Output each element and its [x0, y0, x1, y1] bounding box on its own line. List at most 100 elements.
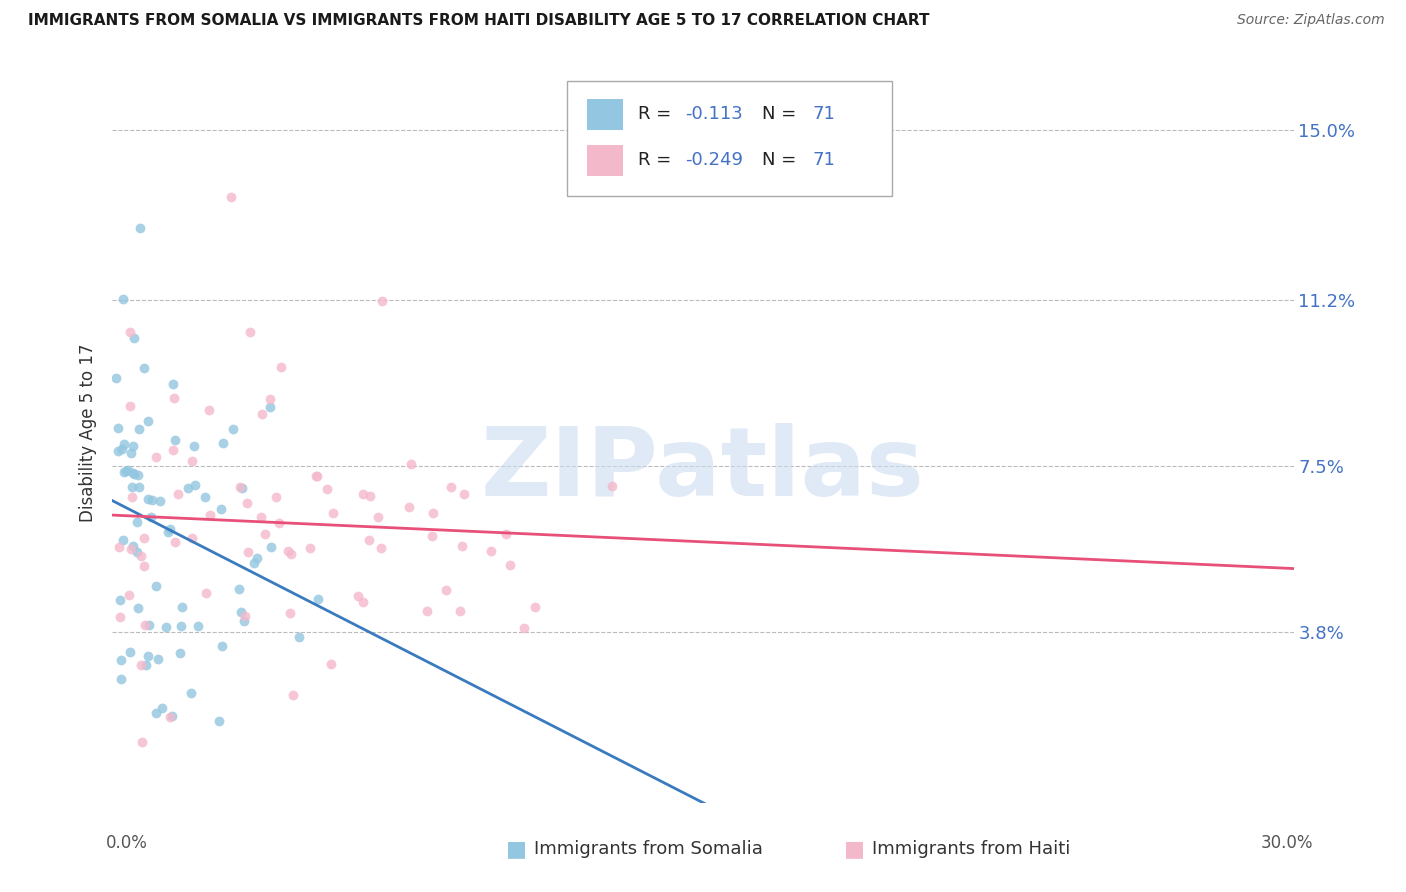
Point [238, 545, 260, 559]
Text: -0.113: -0.113 [685, 105, 742, 123]
Point [114, 437, 136, 451]
Point [233, 609, 256, 624]
Point [277, 544, 299, 558]
Point [165, 433, 187, 447]
Text: R =: R = [638, 151, 678, 169]
Point [250, 509, 273, 524]
Point [105, 371, 128, 385]
Point [117, 463, 139, 477]
Text: N =: N = [762, 151, 801, 169]
Point [145, 706, 167, 721]
Text: ■: ■ [506, 839, 527, 859]
Point [399, 457, 422, 471]
Point [352, 487, 374, 501]
Point [111, 442, 134, 456]
Point [278, 607, 301, 621]
Point [121, 490, 143, 504]
Point [127, 515, 149, 529]
Point [177, 481, 200, 495]
Point [281, 688, 304, 702]
Point [132, 360, 155, 375]
FancyBboxPatch shape [588, 145, 623, 176]
Point [120, 541, 142, 556]
Point [138, 618, 160, 632]
Point [194, 490, 217, 504]
Point [180, 686, 202, 700]
Point [163, 391, 186, 405]
Point [322, 506, 344, 520]
Text: 30.0%: 30.0% [1260, 834, 1313, 852]
Point [212, 436, 235, 450]
Point [499, 558, 522, 573]
Point [416, 604, 439, 618]
Text: ZIPatlas: ZIPatlas [481, 423, 925, 516]
Point [187, 618, 209, 632]
Point [259, 400, 281, 414]
Point [197, 403, 219, 417]
Point [183, 439, 205, 453]
Point [131, 734, 153, 748]
Point [110, 653, 132, 667]
Point [228, 582, 250, 597]
Point [298, 541, 321, 555]
Point [125, 544, 148, 558]
Point [146, 652, 169, 666]
Point [132, 531, 155, 545]
Point [512, 621, 534, 635]
Point [110, 673, 132, 687]
Point [246, 550, 269, 565]
Point [167, 487, 190, 501]
Point [321, 657, 343, 672]
Point [159, 522, 181, 536]
Text: N =: N = [762, 105, 801, 123]
Point [398, 500, 420, 514]
Point [307, 591, 329, 606]
Point [111, 533, 134, 547]
Point [108, 540, 131, 554]
Point [495, 527, 517, 541]
Point [371, 294, 394, 309]
Point [479, 543, 502, 558]
Point [231, 481, 253, 495]
Point [440, 480, 463, 494]
Point [155, 619, 177, 633]
Point [367, 509, 389, 524]
Point [359, 489, 381, 503]
Point [162, 377, 184, 392]
Point [434, 583, 457, 598]
Point [181, 532, 204, 546]
Point [449, 603, 471, 617]
Point [239, 325, 262, 339]
Point [157, 525, 180, 540]
Point [121, 480, 143, 494]
Point [114, 465, 136, 479]
Point [451, 539, 474, 553]
Point [269, 516, 291, 530]
Point [118, 645, 141, 659]
Point [112, 293, 135, 307]
Point [121, 446, 143, 460]
Point [121, 439, 143, 453]
Point [453, 487, 475, 501]
Text: R =: R = [638, 105, 678, 123]
Point [253, 526, 276, 541]
Text: 71: 71 [813, 105, 835, 123]
Point [128, 422, 150, 436]
Point [208, 714, 231, 729]
Point [602, 479, 624, 493]
FancyBboxPatch shape [588, 99, 623, 130]
Point [280, 547, 302, 561]
Text: 71: 71 [813, 151, 835, 169]
Point [129, 221, 152, 235]
Text: Immigrants from Haiti: Immigrants from Haiti [872, 840, 1070, 858]
Text: -0.249: -0.249 [685, 151, 744, 169]
Point [132, 558, 155, 573]
Point [162, 442, 184, 457]
FancyBboxPatch shape [567, 81, 891, 195]
Point [180, 454, 202, 468]
Text: Immigrants from Somalia: Immigrants from Somalia [534, 840, 763, 858]
Point [124, 330, 146, 344]
Point [422, 529, 444, 543]
Point [145, 578, 167, 592]
Text: ■: ■ [844, 839, 865, 859]
